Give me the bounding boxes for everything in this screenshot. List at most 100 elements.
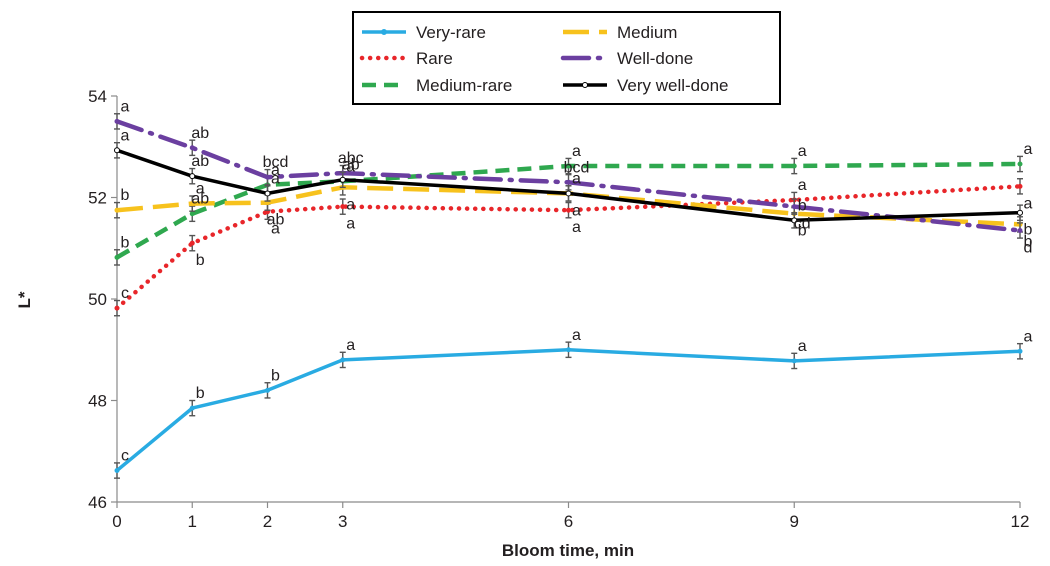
significance-letter: c: [121, 285, 129, 302]
legend-entry: Medium-rare: [362, 76, 512, 95]
data-point: [189, 145, 195, 151]
significance-letter: b: [798, 223, 807, 240]
legend-entry: Very well-done: [563, 76, 729, 95]
legend-label: Medium: [617, 23, 677, 42]
significance-letter: d: [1024, 239, 1033, 256]
significance-letter: a: [346, 216, 355, 233]
significance-letter: a: [572, 202, 581, 219]
significance-letter: a: [1024, 141, 1033, 158]
significance-letter: a: [121, 127, 130, 144]
data-point: [340, 204, 346, 210]
data-point: [265, 387, 270, 393]
significance-letter: a: [196, 181, 205, 198]
y-tick-label: 48: [88, 392, 107, 411]
significance-letter: ab: [191, 191, 209, 208]
legend-entry: Very-rare: [362, 23, 486, 42]
significance-letter: b: [196, 252, 205, 269]
legend-label: Rare: [416, 49, 453, 68]
series-very-rare: [114, 341, 1023, 479]
data-point: [339, 176, 346, 183]
legend-label: Medium-rare: [416, 76, 512, 95]
x-tick-label: 2: [263, 512, 272, 531]
significance-letter: b: [121, 234, 130, 251]
data-point: [189, 201, 195, 207]
y-tick-label: 52: [88, 189, 107, 208]
significance-letter: abc: [338, 150, 364, 167]
x-tick-label: 1: [188, 512, 197, 531]
data-point: [114, 254, 120, 260]
data-point: [114, 118, 120, 124]
data-point: [791, 163, 797, 169]
legend-label: Very-rare: [416, 23, 486, 42]
data-point: [264, 190, 271, 197]
data-point: [791, 204, 797, 210]
significance-letter: a: [572, 170, 581, 187]
legend-label: Very well-done: [617, 76, 729, 95]
data-point: [566, 163, 571, 169]
significance-letter: b: [1024, 222, 1033, 239]
data-point: [1017, 209, 1023, 216]
x-tick-label: 3: [338, 512, 347, 531]
significance-letter: a: [271, 221, 280, 238]
data-point: [566, 347, 571, 353]
significance-letter: a: [121, 98, 130, 115]
y-axis-title: L*: [15, 291, 34, 308]
series-line: [115, 348, 1021, 472]
data-point: [189, 173, 196, 180]
data-point: [1017, 348, 1023, 354]
x-axis-title: Bloom time, min: [502, 541, 634, 560]
x-tick-label: 12: [1011, 512, 1030, 531]
significance-letter: a: [1024, 328, 1033, 345]
legend-label: Well-done: [617, 49, 693, 68]
legend-entry: Well-done: [560, 49, 693, 68]
significance-letter: a: [271, 162, 280, 179]
x-tick-label: 6: [564, 512, 573, 531]
data-point: [189, 211, 195, 217]
significance-letter: a: [798, 177, 807, 194]
legend-entry: Rare: [359, 49, 453, 68]
legend: Very-rare Rare Medium-rare Medium Well-done V…: [352, 11, 781, 105]
data-point: [566, 207, 571, 213]
significance-letter: a: [346, 196, 355, 213]
data-point: [114, 207, 120, 213]
data-point: [340, 357, 346, 363]
significance-letter: b: [1024, 233, 1033, 250]
data-point: [1017, 183, 1023, 189]
data-point: [1017, 161, 1023, 167]
significance-letter: a: [798, 143, 807, 160]
legend-marker: [582, 82, 588, 88]
data-point: [114, 468, 120, 474]
significance-letter: a: [572, 143, 581, 160]
significance-letter: a: [798, 338, 807, 355]
legend-entry: Medium: [563, 23, 677, 42]
significance-letter: a: [346, 158, 355, 175]
series-very-well-done: [114, 141, 1023, 229]
x-tick-label: 0: [112, 512, 121, 531]
significance-letter: ab: [191, 125, 209, 142]
significance-letter: a: [572, 219, 581, 236]
significance-letter: b: [196, 385, 205, 402]
significance-letter: b: [271, 367, 280, 384]
x-tick-label: 9: [790, 512, 799, 531]
significance-letter: b: [121, 187, 130, 204]
significance-letter: a: [271, 170, 280, 187]
significance-letter: ab: [267, 212, 285, 229]
significance-letter: b: [798, 197, 807, 214]
series-layer: [114, 113, 1023, 479]
data-point: [114, 305, 120, 311]
data-point: [1017, 227, 1023, 233]
y-tick-label: 50: [88, 290, 107, 309]
data-point: [114, 147, 120, 154]
significance-letter: ab: [342, 157, 360, 174]
data-point: [565, 190, 572, 197]
significance-letter: bcd: [564, 159, 590, 176]
significance-letter: bcd: [263, 154, 289, 171]
legend-marker: [381, 29, 387, 35]
y-tick-label: 46: [88, 493, 107, 512]
data-point: [189, 240, 195, 246]
data-point: [189, 405, 195, 411]
data-point: [791, 358, 797, 364]
